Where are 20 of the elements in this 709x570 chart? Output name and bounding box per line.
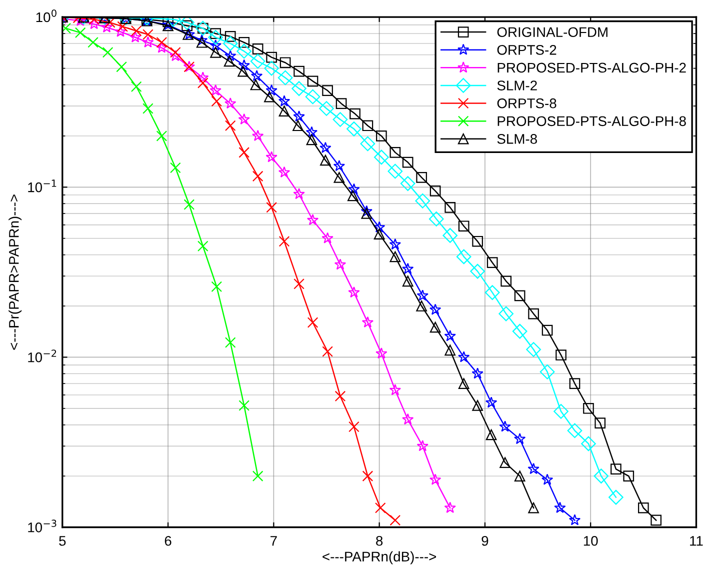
legend-label: PROPOSED-PTS-ALGO-PH-8 bbox=[498, 116, 686, 126]
x-tick-label: 9 bbox=[482, 536, 488, 546]
x-axis-title: <---PAPRn(dB)---> bbox=[322, 551, 436, 564]
legend-label: ORIGINAL-OFDM bbox=[497, 27, 608, 38]
legend-label: ORPTS-2 bbox=[497, 44, 556, 55]
legend-label: ORPTS-8 bbox=[497, 98, 556, 108]
y-tick-label: 10$^{0}$ bbox=[36, 9, 56, 22]
y-tick-label: 10$^{−2}$ bbox=[28, 350, 56, 362]
legend-label: SLM-2 bbox=[497, 80, 537, 90]
x-tick-label: 6 bbox=[164, 536, 172, 546]
legend-label: SLM-8 bbox=[497, 134, 537, 144]
y-axis-title: <---Pr(PAPR>PAPRn)---> bbox=[8, 194, 22, 350]
x-tick-label: 8 bbox=[376, 536, 383, 546]
y-tick-label: 10$^{−1}$ bbox=[28, 180, 56, 192]
x-tick-label: 10 bbox=[584, 536, 598, 546]
y-tick-label: 10$^{−3}$ bbox=[28, 520, 56, 532]
x-tick-label: 5 bbox=[59, 536, 66, 546]
x-tick-label: 7 bbox=[270, 536, 277, 546]
legend-label: PROPOSED-PTS-ALGO-PH-2 bbox=[498, 62, 686, 73]
x-tick-label: 11 bbox=[690, 536, 703, 546]
